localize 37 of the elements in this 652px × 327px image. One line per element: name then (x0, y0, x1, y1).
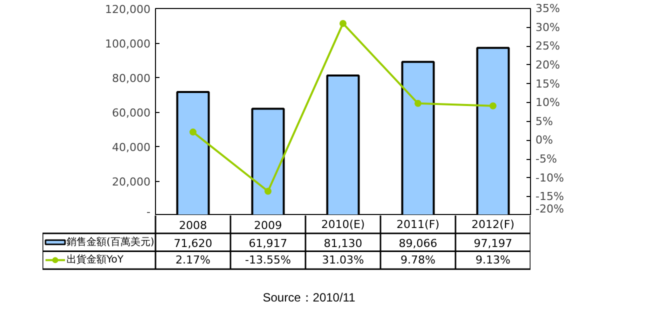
y-tick-label: - (146, 206, 151, 218)
x-tick-label: 2012(F) (472, 218, 514, 231)
data-label: 9.13% (476, 254, 510, 267)
source-note: Source：2010/11 (262, 290, 356, 305)
x-tick-label: 2008 (179, 218, 208, 232)
data-label: 97,197 (474, 236, 512, 250)
y-tick-label: 80,000 (112, 72, 151, 85)
y2-tick-label: 0% (536, 134, 553, 147)
y2-tick-label: 25% (536, 40, 560, 53)
y2-tick-label: -15% (536, 190, 564, 204)
data-label: 9.78% (400, 254, 436, 267)
data-label: 2.17% (176, 254, 210, 267)
x-tick-label: 2009 (254, 218, 282, 232)
y2-tick-label: -10% (536, 171, 564, 184)
data-label: 81,130 (324, 236, 362, 250)
y-tick-label: 20,000 (112, 176, 151, 188)
y-tick-label: 60,000 (112, 106, 151, 120)
y2-tick-label: 10% (536, 96, 560, 110)
data-label: -13.55% (245, 254, 291, 267)
data-label: 89,066 (398, 236, 438, 250)
data-label: 31.03% (322, 254, 364, 267)
y2-tick-label: 20% (536, 58, 560, 72)
y-tick-label: 120,000 (105, 3, 151, 16)
legend-label: 銷售金額(百萬美元) (66, 236, 154, 248)
y2-tick-label: 15% (536, 77, 560, 90)
x-tick-label: 2010(E) (321, 218, 365, 231)
legend-label: 出貨金額YoY (66, 254, 124, 266)
y2-tick-label: -20% (536, 202, 564, 216)
y2-tick-label: -5% (536, 152, 557, 166)
y-tick-label: 40,000 (112, 141, 151, 154)
y-tick-label: 100,000 (105, 38, 151, 50)
y2-tick-label: 35% (536, 2, 560, 15)
data-label: 61,917 (248, 236, 288, 250)
x-tick-label: 2011(F) (396, 218, 440, 231)
y2-tick-label: 30% (536, 20, 560, 34)
data-label: 71,620 (174, 236, 212, 250)
y2-tick-label: 5% (536, 114, 553, 128)
